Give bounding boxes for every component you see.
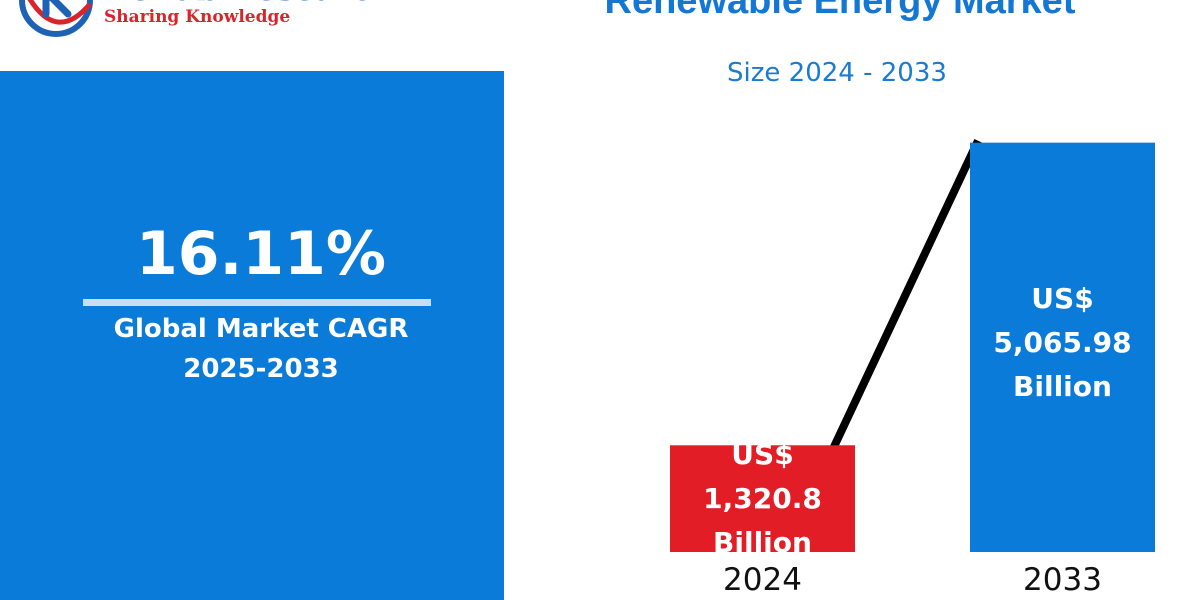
logo-r-icon [19, 0, 93, 37]
chart-subtitle: Size 2024 - 2033 [727, 58, 947, 88]
bar-value-label-line2: 1,320.8 [703, 481, 822, 515]
x-tick-label-2024: 2024 [723, 562, 802, 598]
bar-value-label-line1: US$ [731, 437, 794, 471]
bar-value-label-2024: US$ 1,320.8 Billion [670, 433, 855, 565]
cagr-value: 16.11% [136, 219, 386, 289]
bar-value-label-line3: Billion [713, 525, 812, 559]
bar-value-label-2033: US$ 5,065.98 Billion [970, 277, 1155, 409]
cagr-label-line1: Global Market CAGR [113, 314, 409, 344]
cagr-divider [83, 299, 431, 306]
brand-tagline: Sharing Knowledge [104, 7, 291, 27]
x-tick-label-2033: 2033 [1023, 562, 1102, 598]
bar-value-label-line1: US$ [1031, 281, 1094, 315]
brand-logo: Renub Research Sharing Knowledge [18, 0, 438, 44]
trend-line [829, 138, 982, 451]
bar-value-label-line3: Billion [1013, 369, 1112, 403]
cagr-label-line2: 2025-2033 [183, 354, 339, 384]
chart-title: Renewable Energy Market [604, 0, 1076, 22]
cagr-panel: 16.11% Global Market CAGR 2025-2033 [0, 71, 504, 600]
bar-value-label-line2: 5,065.98 [993, 325, 1132, 359]
cagr-label: Global Market CAGR 2025-2033 [60, 309, 462, 389]
brand-name: Renub Research [104, 0, 395, 8]
